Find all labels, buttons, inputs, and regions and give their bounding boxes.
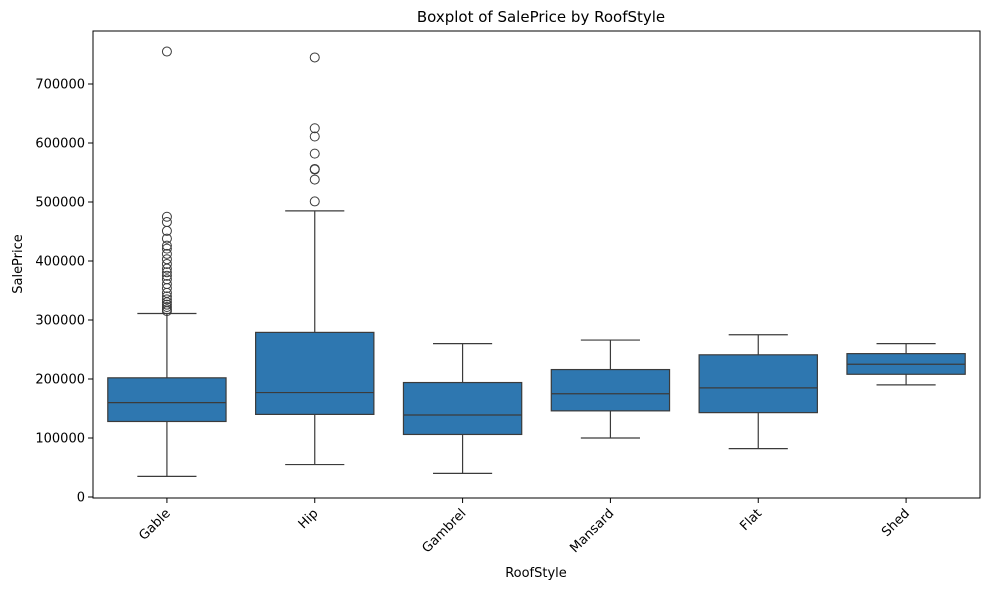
x-tick-label: Gable [136, 506, 173, 543]
outlier-point [309, 52, 320, 63]
chart-title: Boxplot of SalePrice by RoofStyle [417, 8, 665, 26]
outlier-point [161, 248, 172, 259]
box-gable [107, 46, 227, 477]
box-mansard [550, 339, 671, 439]
outlier-point [309, 148, 320, 159]
outlier-point [161, 283, 172, 294]
x-tick-label: Gambrel [419, 506, 469, 556]
box-gambrel [402, 343, 523, 474]
outlier-point [161, 258, 172, 269]
outlier-point [161, 267, 172, 278]
iqr-box [107, 377, 227, 423]
y-tick-label: 500000 [35, 196, 85, 211]
x-tick-label: Shed [879, 506, 913, 540]
y-tick-label: 300000 [35, 314, 85, 329]
outlier-point [161, 225, 172, 236]
outlier-point [161, 294, 172, 305]
outlier-point [309, 196, 320, 207]
y-tick-label: 200000 [35, 373, 85, 388]
x-tick-label: Flat [737, 506, 765, 534]
outlier-point [161, 233, 172, 244]
outlier-point [161, 306, 172, 317]
outlier-point [309, 131, 320, 142]
x-axis-label: RoofStyle [505, 566, 567, 581]
outlier-point [309, 164, 320, 175]
x-tick-label: Mansard [567, 506, 617, 556]
outlier-point [161, 211, 172, 222]
y-tick-label: 100000 [35, 432, 85, 447]
outlier-point [161, 217, 172, 228]
plot-area [107, 46, 966, 477]
y-tick-label: 700000 [35, 78, 85, 93]
x-tick-label: Hip [296, 506, 322, 532]
outlier-point [161, 46, 172, 57]
outlier-point [161, 243, 172, 254]
outlier-point [309, 123, 320, 134]
outlier-point [161, 240, 172, 251]
outlier-point [309, 174, 320, 185]
y-axis-label: SalePrice [11, 234, 26, 294]
box-hip [255, 52, 375, 466]
outlier-point [161, 291, 172, 302]
y-axis: 0 100000 200000 300000 400000 500000 600000 700… [35, 78, 93, 506]
y-tick-label: 400000 [35, 255, 85, 270]
iqr-box [402, 381, 523, 436]
outlier-point [161, 270, 172, 281]
axes-frame [92, 30, 981, 499]
y-tick-label: 600000 [35, 137, 85, 152]
x-axis: Gable Hip Gambrel Mansard Flat Shed [136, 498, 913, 556]
iqr-box [255, 331, 375, 416]
outlier-point [161, 302, 172, 313]
outlier-point [161, 299, 172, 310]
iqr-box [550, 368, 671, 412]
y-tick-label: 0 [77, 491, 85, 506]
outlier-point [161, 263, 172, 274]
iqr-box [698, 354, 818, 414]
box-flat [698, 334, 818, 450]
box-shed [846, 343, 966, 386]
